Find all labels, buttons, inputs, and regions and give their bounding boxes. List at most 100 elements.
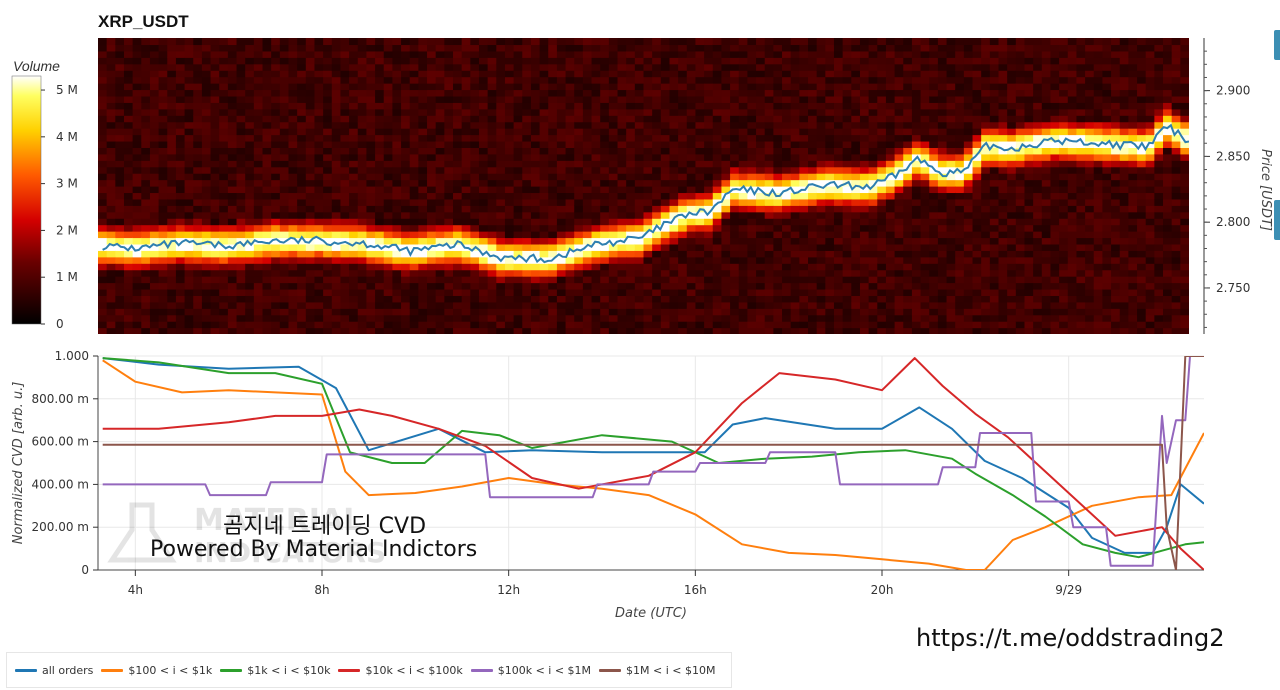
heatmap-cell [1024, 263, 1034, 271]
heatmap-cell [660, 256, 671, 264]
heatmap-cell [833, 211, 844, 219]
heatmap-cell [686, 179, 697, 187]
heatmap-cell [816, 224, 826, 232]
heatmap-cell [963, 205, 974, 213]
heatmap-cell [833, 76, 844, 84]
heatmap-cell [115, 173, 125, 181]
heatmap-cell [141, 295, 151, 303]
heatmap-cell [574, 256, 584, 264]
heatmap-cell [617, 38, 627, 46]
heatmap-cell [808, 237, 818, 245]
heatmap-cell [929, 192, 939, 200]
heatmap-cell [972, 276, 982, 284]
heatmap-cell [106, 282, 116, 290]
heatmap-cell [721, 321, 731, 329]
heatmap-cell [149, 243, 160, 251]
heatmap-cell [184, 160, 194, 168]
heatmap-cell [461, 128, 471, 136]
heatmap-cell [790, 89, 800, 97]
heatmap-cell [219, 102, 229, 110]
heatmap-cell [115, 50, 125, 58]
heatmap-cell [955, 89, 965, 97]
heatmap-cell [851, 243, 861, 251]
heatmap-cell [548, 108, 558, 116]
heatmap-cell [331, 147, 342, 155]
heatmap-cell [652, 237, 662, 245]
heatmap-cell [963, 108, 974, 116]
heatmap-cell [825, 276, 835, 284]
heatmap-cell [911, 76, 922, 84]
heatmap-cell [271, 140, 281, 148]
heatmap-cell [652, 250, 662, 258]
heatmap-cell [816, 44, 826, 52]
heatmap-cell [340, 327, 350, 334]
heatmap-cell [747, 102, 757, 110]
heatmap-cell [132, 301, 142, 309]
heatmap-cell [245, 224, 255, 232]
heatmap-cell [539, 89, 549, 97]
heatmap-cell [617, 211, 627, 219]
heatmap-cell [963, 121, 974, 129]
heatmap-cell [357, 276, 368, 284]
heatmap-cell [704, 57, 714, 65]
heatmap-cell [738, 63, 749, 71]
heatmap-cell [842, 134, 852, 142]
heatmap-cell [894, 301, 904, 309]
heatmap-cell [271, 327, 281, 334]
heatmap-cell [331, 276, 342, 284]
heatmap-cell [357, 50, 368, 58]
heatmap-cell [782, 205, 792, 213]
heatmap-cell [600, 89, 610, 97]
heatmap-cell [929, 211, 939, 219]
heatmap-cell [409, 83, 419, 91]
heatmap-cell [314, 288, 324, 296]
heatmap-cell [738, 276, 749, 284]
heatmap-cell [868, 95, 878, 103]
heatmap-cell [184, 89, 194, 97]
heatmap-cell [323, 231, 333, 239]
heatmap-cell [349, 173, 359, 181]
heatmap-cell [478, 89, 489, 97]
heatmap-cell [262, 218, 272, 226]
heatmap-cell [548, 95, 558, 103]
heatmap-cell [271, 198, 281, 206]
heatmap-cell [712, 237, 723, 245]
heatmap-cells[interactable] [98, 38, 1190, 335]
heatmap-cell [799, 198, 809, 206]
heatmap-cell [911, 83, 922, 91]
heatmap-cell [877, 128, 887, 136]
heatmap-cell [279, 198, 290, 206]
heatmap-cell [963, 70, 974, 78]
heatmap-cell [392, 57, 402, 65]
heatmap-cell [903, 186, 913, 194]
heatmap-cell [435, 308, 445, 316]
heatmap-cell [738, 327, 749, 334]
heatmap-cell [175, 83, 186, 91]
heatmap-cell [444, 153, 454, 161]
heatmap-cell [998, 186, 1008, 194]
heatmap-cell [937, 147, 948, 155]
heatmap-cell [504, 186, 515, 194]
heatmap-cell [808, 224, 818, 232]
heatmap-cell [972, 63, 982, 71]
heatmap-cell [401, 224, 411, 232]
heatmap-cell [323, 192, 333, 200]
heatmap-cell [808, 211, 818, 219]
heatmap-cell [963, 269, 974, 277]
heatmap-cell [98, 95, 108, 103]
heatmap-cell [262, 166, 272, 174]
heatmap-cell [141, 83, 151, 91]
heatmap-cell [591, 288, 601, 296]
heatmap-cell [219, 95, 229, 103]
heatmap-cell [236, 70, 246, 78]
heatmap-cell [149, 231, 160, 239]
heatmap-cell [548, 192, 558, 200]
heatmap-cell [236, 237, 246, 245]
heatmap-cell [349, 231, 359, 239]
heatmap-cell [963, 76, 974, 84]
heatmap-cell [695, 108, 705, 116]
heatmap-cell [712, 38, 723, 46]
heatmap-cell [981, 38, 991, 46]
heatmap-cell [626, 186, 636, 194]
